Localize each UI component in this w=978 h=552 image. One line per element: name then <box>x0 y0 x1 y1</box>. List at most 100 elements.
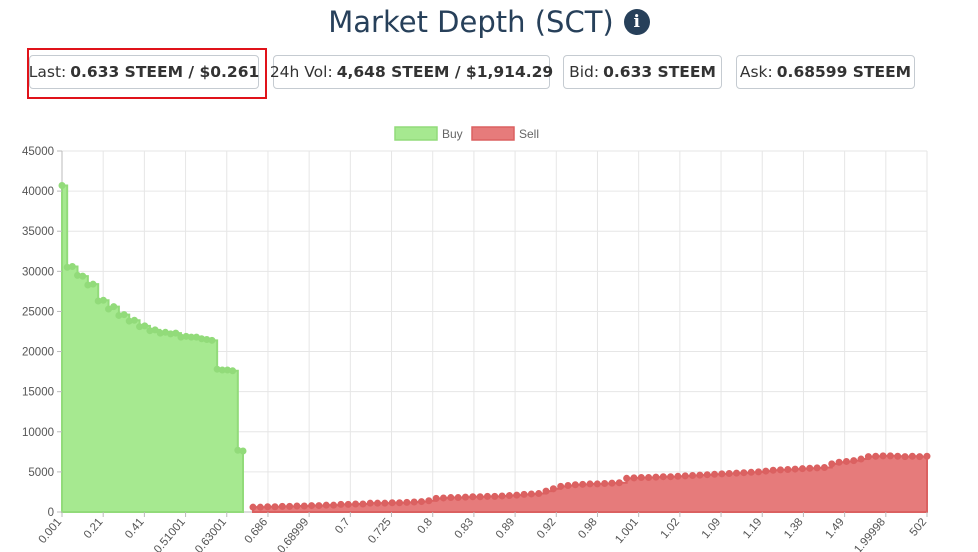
sell-point <box>747 468 755 476</box>
sell-point <box>439 494 447 502</box>
sell-point <box>527 490 535 498</box>
stat-last-value: 0.633 STEEM / $0.261 <box>70 63 260 81</box>
y-tick-label: 45000 <box>22 146 54 158</box>
sell-point <box>308 502 316 510</box>
x-tick-label: 1.38 <box>782 516 806 541</box>
x-tick-label: 1.001 <box>613 516 641 546</box>
sell-point <box>410 498 418 506</box>
sell-point <box>491 492 499 500</box>
sell-point <box>857 455 865 463</box>
sell-point <box>557 482 565 490</box>
buy-point <box>68 263 76 271</box>
stat-24h-vol: 24h Vol: 4,648 STEEM / $1,914.29 <box>270 55 553 89</box>
sell-point <box>520 490 528 498</box>
sell-point <box>337 500 345 508</box>
sell-point <box>366 499 374 507</box>
sell-point <box>315 502 323 510</box>
stat-vol-value: 4,648 STEEM / $1,914.29 <box>336 63 554 81</box>
sell-point <box>762 467 770 475</box>
legend-swatch-buy <box>394 126 438 141</box>
sell-point <box>476 493 484 501</box>
sell-point <box>755 468 762 476</box>
sell-point <box>879 452 887 460</box>
sell-point <box>542 487 550 495</box>
x-tick-label: 0.89 <box>494 516 518 541</box>
buy-point <box>89 280 97 288</box>
sell-point <box>608 479 616 487</box>
chart-areas <box>61 184 928 513</box>
sell-point <box>864 453 872 461</box>
sell-point <box>593 480 601 488</box>
y-tick-label: 0 <box>48 507 54 519</box>
info-circle-icon[interactable]: i <box>623 9 650 35</box>
sell-point <box>249 503 257 511</box>
sell-point <box>330 501 338 509</box>
sell-point <box>733 469 741 477</box>
x-tick-label: 0.686 <box>243 516 271 546</box>
legend-label-sell: Sell <box>519 127 539 141</box>
sell-point <box>908 452 916 460</box>
x-tick-label: 0.21 <box>82 516 106 541</box>
sell-point <box>454 494 462 502</box>
sell-point <box>293 502 301 510</box>
sell-point <box>256 503 264 511</box>
sell-point <box>901 453 909 461</box>
sell-point <box>322 501 330 509</box>
x-tick-label: 0.41 <box>123 516 147 541</box>
stat-last-label: Last: <box>28 63 67 81</box>
sell-point <box>344 500 352 508</box>
buy-point <box>79 272 87 280</box>
sell-point <box>447 494 455 502</box>
sell-point <box>461 493 469 501</box>
stat-ask: Ask: 0.68599 STEEM <box>736 55 915 89</box>
y-tick-label: 25000 <box>22 306 54 318</box>
x-tick-label: 0.68999 <box>276 516 312 552</box>
sell-point <box>776 466 784 474</box>
sell-point <box>894 452 902 460</box>
x-tick-label: 0.8 <box>416 516 435 536</box>
sell-point <box>630 474 638 482</box>
sell-point <box>505 492 513 500</box>
buy-point <box>172 329 180 337</box>
x-tick-label: 0.83 <box>453 516 477 541</box>
x-tick-label: 0.7 <box>333 516 352 536</box>
y-tick-label: 35000 <box>22 226 54 238</box>
sell-point <box>286 502 294 510</box>
sell-point <box>703 471 711 479</box>
sell-point <box>403 498 411 506</box>
sell-point <box>820 463 828 471</box>
sell-point <box>637 474 645 482</box>
sell-point <box>813 464 821 472</box>
sell-point <box>586 480 594 488</box>
stat-ask-label: Ask: <box>739 63 773 81</box>
sell-point <box>278 502 286 510</box>
buy-point <box>151 326 159 334</box>
sell-point <box>425 497 433 505</box>
sell-point <box>615 479 623 487</box>
sell-point <box>828 460 836 468</box>
sell-point <box>784 465 792 473</box>
chart-points <box>58 181 931 511</box>
y-tick-label: 40000 <box>22 186 54 198</box>
buy-point <box>99 296 107 304</box>
buy-point <box>141 322 149 330</box>
sell-point <box>264 503 272 511</box>
stat-bid-label: Bid: <box>569 63 600 81</box>
sell-point <box>725 469 733 477</box>
sell-point <box>718 470 726 478</box>
x-axis: 0.001 0.21 0.41 0.51001 0.63001 0.686 0.68999 0… <box>37 512 929 552</box>
sell-point <box>850 457 858 465</box>
sell-point <box>842 457 850 465</box>
sell-point <box>381 499 389 507</box>
sell-point <box>432 494 440 502</box>
sell-point <box>469 493 477 501</box>
sell-point <box>916 453 924 461</box>
x-tick-label: 0.725 <box>366 516 394 546</box>
x-tick-label: 0.63001 <box>193 516 229 552</box>
sell-point <box>483 492 491 500</box>
sell-point <box>352 500 360 508</box>
stat-bid: Bid: 0.633 STEEM <box>563 55 722 89</box>
y-tick-label: 15000 <box>22 387 54 399</box>
sell-point <box>835 458 843 466</box>
